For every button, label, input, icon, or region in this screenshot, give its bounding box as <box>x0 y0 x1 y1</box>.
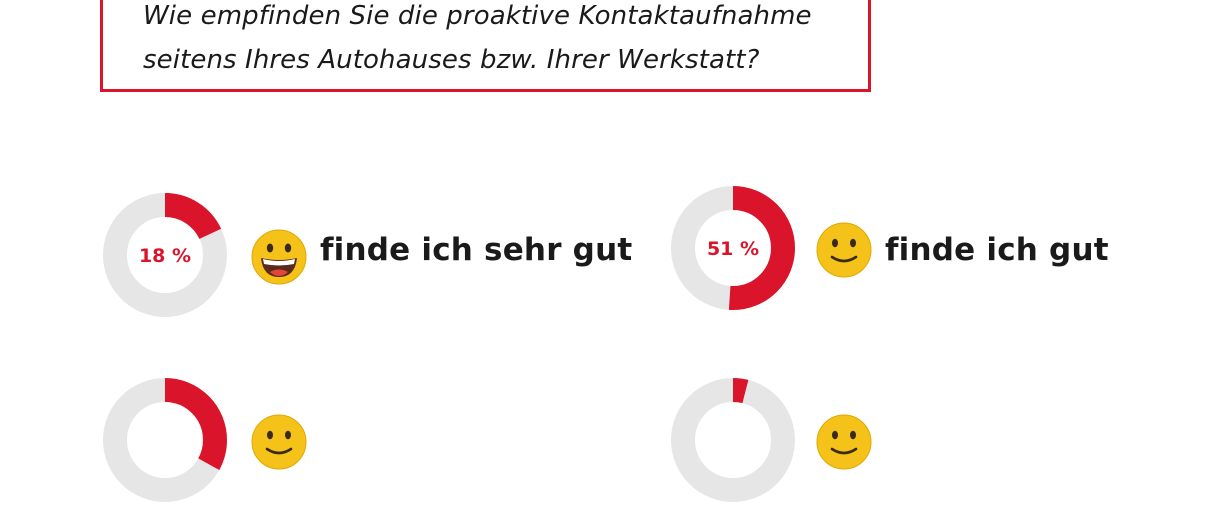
donut: 18 % <box>91 181 239 329</box>
slightly-smiling-face-icon <box>816 222 872 278</box>
smiling-face-icon <box>816 414 872 470</box>
slightly-smiling-face-icon <box>815 221 873 283</box>
category-label: finde ich sehr gut <box>320 232 633 268</box>
smiling-face-icon <box>250 413 308 475</box>
value-label: 51 % <box>707 238 759 260</box>
grinning-face-icon <box>251 229 307 285</box>
grinning-face-icon <box>250 228 308 290</box>
donut-segment <box>671 186 795 310</box>
question-line-1: Wie empfinden Sie die proaktive Kontakta… <box>143 1 812 31</box>
donut-track <box>671 378 795 502</box>
smiling-face-icon <box>251 414 307 470</box>
smiling-face-icon <box>815 413 873 475</box>
value-label: 18 % <box>139 245 191 267</box>
donut-segment <box>103 193 227 317</box>
question-box <box>100 0 871 92</box>
question-line-2: seitens Ihres Autohauses bzw. Ihrer Werk… <box>143 45 760 75</box>
donut: 51 % <box>659 174 807 322</box>
question-text: Wie empfinden Sie die proaktive Kontakta… <box>143 0 883 82</box>
category-label: finde ich gut <box>885 232 1109 268</box>
donut <box>91 366 239 514</box>
donut <box>659 366 807 514</box>
donut-segment <box>671 378 795 502</box>
